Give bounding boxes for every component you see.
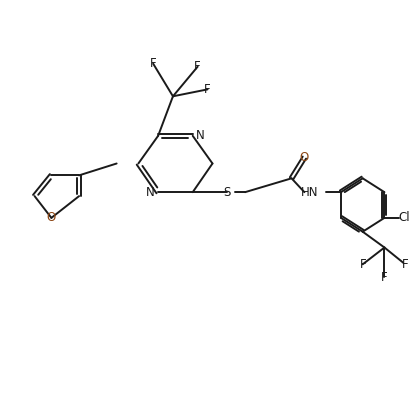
Text: F: F	[150, 57, 157, 70]
Text: HN: HN	[301, 186, 318, 199]
Text: N: N	[196, 129, 205, 142]
Text: F: F	[381, 271, 388, 283]
Text: N: N	[146, 186, 155, 199]
Text: F: F	[402, 258, 409, 271]
Text: O: O	[47, 211, 56, 225]
Text: F: F	[360, 258, 366, 271]
Text: O: O	[300, 151, 309, 164]
Text: F: F	[204, 83, 211, 96]
Text: Cl: Cl	[398, 211, 409, 225]
Text: F: F	[194, 60, 201, 73]
Text: S: S	[224, 186, 231, 199]
